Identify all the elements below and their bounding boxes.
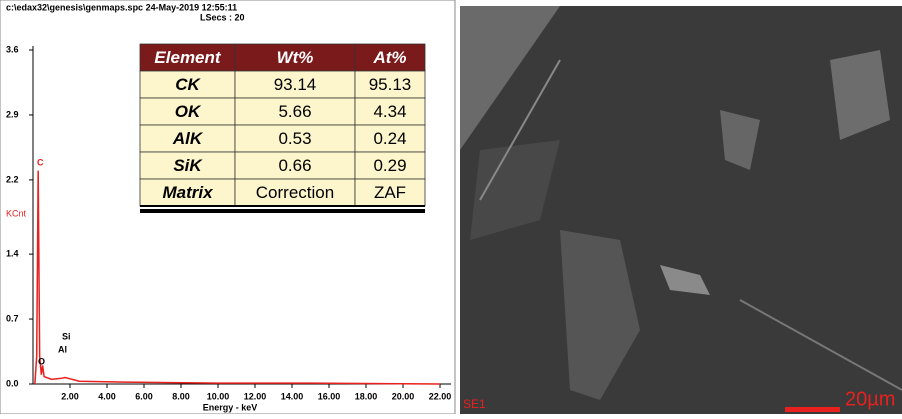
sem-feature xyxy=(460,6,560,150)
x-tick-label: 22.00 xyxy=(429,391,452,401)
file-header: c:\edax32\genesis\genmaps.spc 24-May-201… xyxy=(6,2,237,12)
x-tick-label: 4.00 xyxy=(98,391,116,401)
table-cell xyxy=(354,70,426,99)
table-cell xyxy=(354,178,426,207)
x-tick-label: 8.00 xyxy=(172,391,190,401)
table-cell xyxy=(234,151,356,180)
table-cell xyxy=(234,70,356,99)
peak-label: Al xyxy=(58,344,67,354)
x-tick-label: 6.00 xyxy=(135,391,153,401)
y-tick-label: 2.9 xyxy=(6,109,19,119)
x-tick-label: 10.00 xyxy=(207,391,230,401)
lsecs: LSecs : 20 xyxy=(200,12,245,22)
table-cell xyxy=(139,178,236,207)
cell-text: ZAF xyxy=(374,183,406,202)
spectrum-line xyxy=(34,170,441,385)
cell-text: 0.53 xyxy=(278,129,311,148)
cell-text: 0.66 xyxy=(278,156,311,175)
x-tick-label: 20.00 xyxy=(392,391,415,401)
table-cell xyxy=(234,124,356,153)
cell-text: 93.14 xyxy=(274,75,317,94)
y-tick-label: 0.0 xyxy=(6,378,19,388)
header-cell xyxy=(354,43,426,72)
sem-feature xyxy=(739,299,902,391)
y-tick-label: 1.4 xyxy=(6,248,19,258)
cell-text: OK xyxy=(175,102,202,121)
cell-text: 5.66 xyxy=(278,102,311,121)
cell-text: 95.13 xyxy=(369,75,412,94)
cell-text: 4.34 xyxy=(373,102,406,121)
table-rule xyxy=(140,209,425,213)
scale-label: 20µm xyxy=(845,388,895,410)
cell-text: Matrix xyxy=(162,183,214,202)
header-cell xyxy=(139,43,236,72)
x-tick-label: 2.00 xyxy=(61,391,79,401)
sem-mode: SE1 xyxy=(463,397,486,411)
header-text: Element xyxy=(154,48,221,67)
cell-text: CK xyxy=(175,75,201,94)
x-tick-label: 18.00 xyxy=(355,391,378,401)
sem-image: SE1 20µm xyxy=(460,6,902,414)
x-axis-label: Energy - keV xyxy=(203,402,258,412)
results-table: Element Wt% At% CK 93.14 95.13 OK 5.66 4.34 AlK 0.… xyxy=(139,43,426,213)
x-tick-label: 12.00 xyxy=(244,391,267,401)
cell-text: 0.24 xyxy=(373,129,406,148)
y-tick-label: 0.7 xyxy=(6,313,19,323)
peak-label: Si xyxy=(62,331,71,341)
table-cell xyxy=(354,124,426,153)
sem-feature xyxy=(470,140,560,240)
x-tick-label: 14.00 xyxy=(281,391,304,401)
sem-feature xyxy=(830,50,890,140)
sem-feature xyxy=(479,59,561,201)
y-axis-label: KCnt xyxy=(6,208,27,218)
x-tick-label: 16.00 xyxy=(318,391,341,401)
y-tick-label: 2.2 xyxy=(6,174,19,184)
scale-bar xyxy=(785,407,840,412)
header-text: At% xyxy=(372,48,406,67)
peak-label: C xyxy=(37,157,44,167)
cell-text: AlK xyxy=(172,129,204,148)
sem-feature xyxy=(660,265,710,295)
table-cell xyxy=(139,124,236,153)
cell-text: 0.29 xyxy=(373,156,406,175)
table-rule xyxy=(140,205,425,207)
table-cell xyxy=(139,70,236,99)
header-text: Wt% xyxy=(277,48,314,67)
y-tick-label: 3.6 xyxy=(6,44,19,54)
sem-feature xyxy=(560,230,640,400)
peak-label: O xyxy=(38,356,45,366)
sem-feature xyxy=(720,110,760,170)
cell-text: Correction xyxy=(256,183,334,202)
cell-text: SiK xyxy=(173,156,203,175)
